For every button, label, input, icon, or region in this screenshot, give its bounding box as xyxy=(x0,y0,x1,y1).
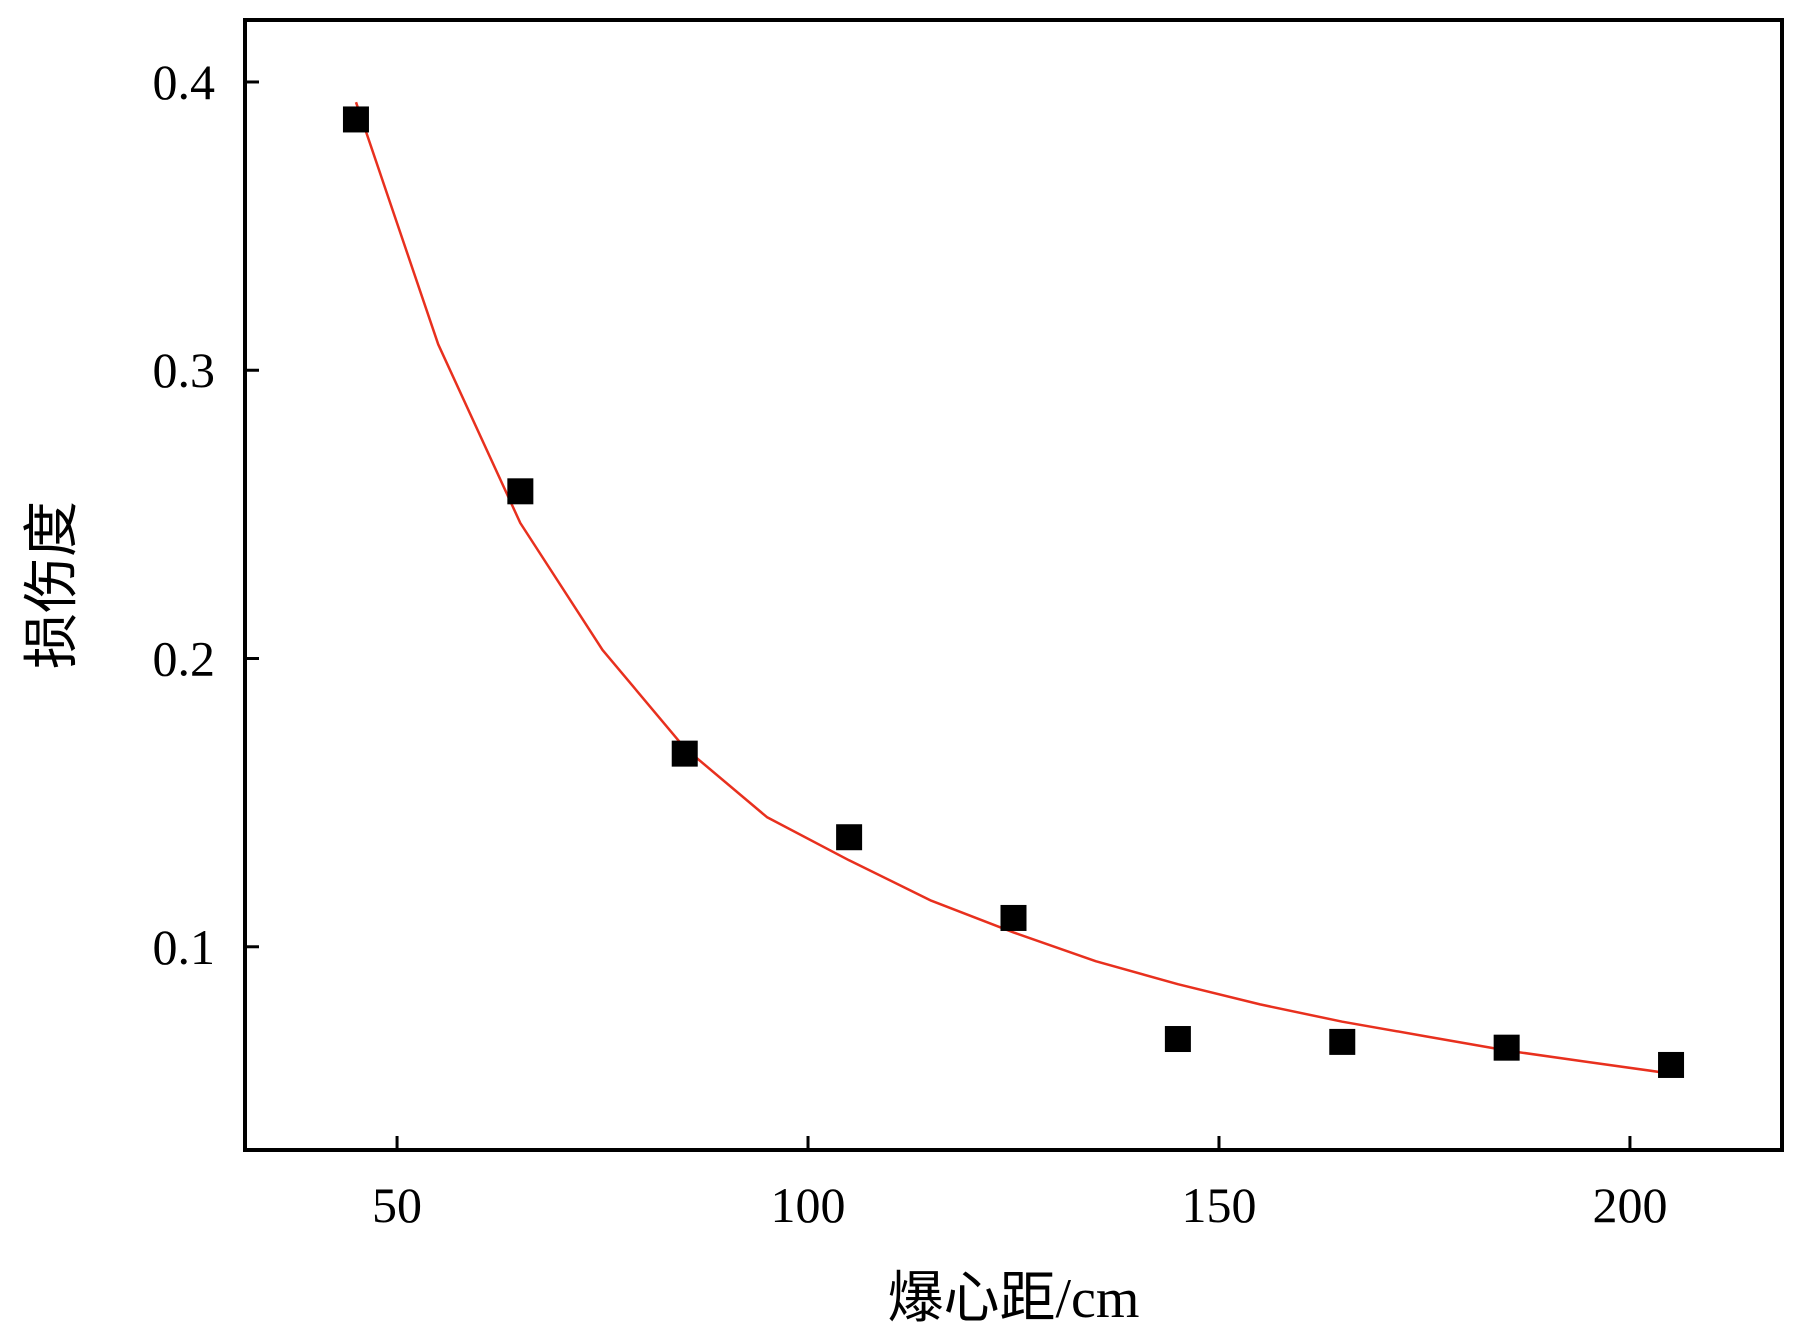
y-tick-label: 0.4 xyxy=(153,54,216,110)
y-axis-label: 损伤度 xyxy=(22,501,84,669)
x-tick-label: 100 xyxy=(771,1177,846,1233)
plot-frame xyxy=(243,18,1784,1152)
x-axis-label: 爆心距/cm xyxy=(888,1268,1140,1330)
data-point xyxy=(1493,1034,1520,1061)
data-point xyxy=(671,740,698,767)
fit-curve xyxy=(354,101,1672,1075)
y-tick-label: 0.3 xyxy=(153,342,216,398)
x-tick-label: 150 xyxy=(1181,1177,1256,1233)
data-point xyxy=(836,824,863,851)
data-point xyxy=(507,478,534,505)
data-point xyxy=(1329,1028,1356,1055)
data-point xyxy=(342,106,369,133)
data-point xyxy=(1658,1051,1685,1078)
data-point xyxy=(1000,904,1027,931)
y-axis: 0.1 0.2 0.3 0.4 xyxy=(153,54,259,975)
x-axis: 50 100 150 200 xyxy=(372,1136,1667,1233)
x-tick-label: 50 xyxy=(372,1177,422,1233)
y-tick-label: 0.1 xyxy=(153,919,216,975)
plot-area xyxy=(342,101,1685,1078)
y-tick-label: 0.2 xyxy=(153,631,216,687)
data-point xyxy=(1164,1026,1191,1053)
x-tick-label: 200 xyxy=(1592,1177,1667,1233)
